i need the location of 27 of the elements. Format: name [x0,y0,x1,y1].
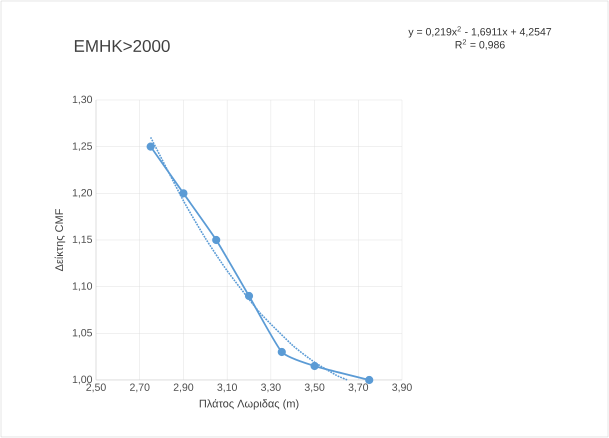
y-tick-label: 1,10 [72,282,92,291]
x-tick-label: 3,50 [304,384,324,392]
y-tick-label: 1,20 [72,188,92,198]
y-tick-label: 1,15 [72,236,92,244]
x-axis-title: Πλάτος Λωριδας (m) [200,399,298,410]
point [310,362,319,370]
x-tick-label: 3,30 [261,384,281,392]
point [278,348,286,356]
y-tick-label: 1,25 [72,142,92,151]
x-tick-label: 3,70 [348,384,368,392]
x-tick-label: 2,70 [130,384,150,392]
text: R$^{2}$ = 0,986 [456,39,505,50]
y-tick-label: 1,30 [72,96,92,104]
text: y = 0,219x$^{2}$ - 1,6911x + 4,2547 [408,26,552,38]
point [179,189,188,198]
chart-title: ΕΜΗΚ>2000 [74,40,170,52]
y-axis-title: Δείκτης CMF [54,209,66,272]
point [244,292,254,300]
y-tick-label: 1,00 [72,376,92,384]
point [146,142,155,151]
point [365,376,374,384]
x-tick-label: 2,90 [174,384,194,392]
x-tick-label: 3,10 [217,384,237,392]
x-tick-label: 2,50 [86,384,106,392]
x-tick-label: 3,90 [392,384,412,392]
y-tick-label: 1,05 [72,328,92,338]
point [212,236,220,244]
